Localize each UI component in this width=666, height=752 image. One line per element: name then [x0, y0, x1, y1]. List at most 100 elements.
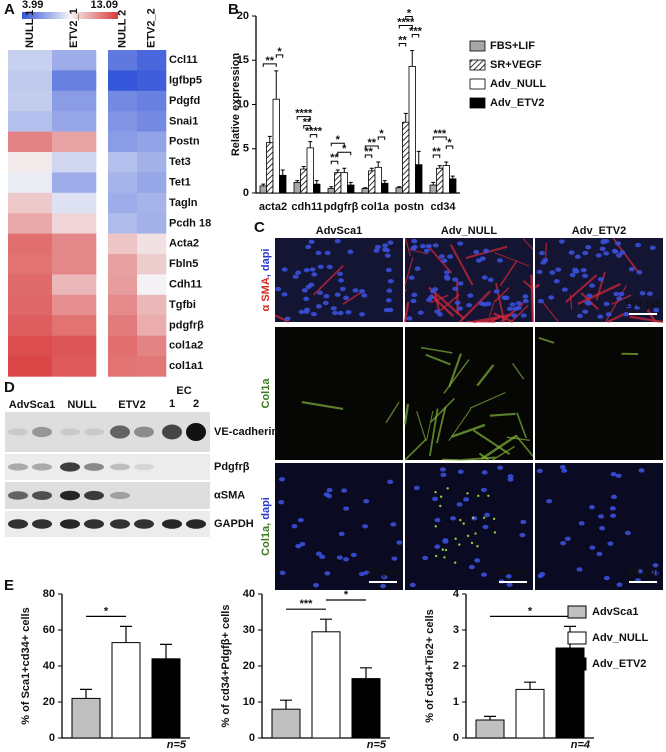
blot-band: [84, 428, 104, 436]
nucleus: [522, 298, 529, 304]
nucleus: [538, 250, 545, 256]
significance-bracket: [330, 160, 339, 165]
nucleus: [362, 524, 369, 529]
blot-band: [8, 463, 28, 471]
y-tick-label: 0: [453, 732, 459, 744]
nucleus: [304, 307, 311, 313]
x-tick-label: pdgfrβ: [324, 201, 359, 213]
nucleus: [487, 277, 494, 283]
heatmap-cell: [52, 172, 97, 194]
heatmap-cell: [108, 274, 138, 296]
nucleus: [603, 301, 610, 307]
nucleus: [474, 558, 481, 563]
panel-letter: D: [4, 379, 15, 396]
y-tick-label: 40: [243, 588, 255, 600]
panel-letter: E: [4, 577, 14, 594]
fiber: [313, 265, 344, 296]
y-tick-label: 0: [249, 732, 255, 744]
speckle: [454, 537, 457, 540]
nucleus: [384, 248, 391, 253]
error-bar: [444, 161, 449, 166]
row-label: Tagln: [169, 197, 198, 209]
nucleus: [467, 293, 474, 298]
nucleus: [509, 302, 516, 307]
nucleus: [473, 249, 480, 255]
panel-letter: B: [228, 1, 239, 18]
significance-bracket: [432, 154, 441, 159]
significance-label: **: [330, 152, 339, 164]
fiber: [403, 301, 410, 323]
significance-bracket: [303, 125, 311, 129]
fiber: [459, 290, 491, 323]
fiber: [472, 313, 511, 324]
nucleus: [572, 269, 579, 274]
blot-strip: [5, 454, 210, 480]
heatmap-cell: [108, 131, 138, 153]
y-tick-label: 1: [453, 696, 459, 708]
heatmap-cell: [8, 111, 53, 132]
nucleus: [363, 570, 370, 575]
nucleus: [330, 306, 337, 311]
y-axis-label: Relative expression: [230, 53, 242, 157]
nucleus: [284, 316, 291, 321]
heatmap-cell: [52, 70, 97, 92]
bar: [361, 188, 369, 194]
nucleus: [548, 295, 555, 300]
nucleus: [519, 532, 526, 538]
column-label: Adv_NULL: [441, 225, 498, 237]
nucleus: [611, 248, 618, 254]
x-tick-label: cd34: [430, 201, 456, 213]
nucleus: [450, 516, 457, 521]
row-label: Fbln5: [169, 258, 198, 270]
nucleus: [653, 307, 660, 313]
nucleus: [614, 241, 621, 246]
error-bar: [524, 681, 536, 690]
sample-size: n=5: [167, 739, 187, 751]
nucleus: [520, 313, 527, 318]
speckle: [471, 516, 475, 520]
nucleus: [481, 470, 488, 475]
nucleus: [334, 239, 341, 244]
nucleus: [561, 287, 568, 292]
fiber: [490, 317, 498, 323]
error-bar: [360, 667, 372, 679]
heatmap-cell: [52, 152, 97, 173]
y-tick-label: 20: [237, 10, 249, 22]
row-label-part: , dapi: [260, 249, 272, 278]
fiber: [510, 304, 529, 323]
nucleus: [457, 281, 464, 286]
legend-swatch: [469, 59, 486, 71]
nucleus: [585, 244, 592, 250]
nucleus: [603, 238, 610, 244]
heatmap-cell: [52, 192, 97, 214]
nucleus: [385, 298, 392, 303]
heatmap-cell: [8, 274, 53, 296]
heatmap-cell: [137, 254, 167, 275]
heatmap-cell: [137, 274, 167, 296]
nucleus: [336, 555, 343, 560]
micrograph: [275, 327, 403, 460]
bar: [300, 168, 308, 194]
nucleus: [410, 246, 417, 251]
y-tick-label: 15: [237, 54, 249, 66]
nucleus: [434, 517, 441, 523]
nucleus: [422, 555, 429, 561]
nucleus: [484, 512, 491, 518]
nucleus: [413, 485, 420, 491]
band-label: Pdgfrβ: [214, 461, 250, 473]
fiber: [469, 391, 506, 409]
nucleus: [463, 497, 470, 502]
nucleus: [363, 498, 370, 504]
nucleus: [475, 258, 482, 263]
nucleus: [426, 297, 433, 303]
nucleus: [414, 266, 421, 271]
nucleus: [582, 309, 589, 314]
bar: [347, 184, 355, 194]
heatmap-cell: [52, 274, 97, 296]
significance-bracket: [377, 136, 386, 141]
significance-bracket: [309, 134, 318, 138]
nucleus: [482, 524, 489, 530]
significance-bracket: [330, 142, 345, 147]
significance-label: *: [277, 46, 282, 58]
